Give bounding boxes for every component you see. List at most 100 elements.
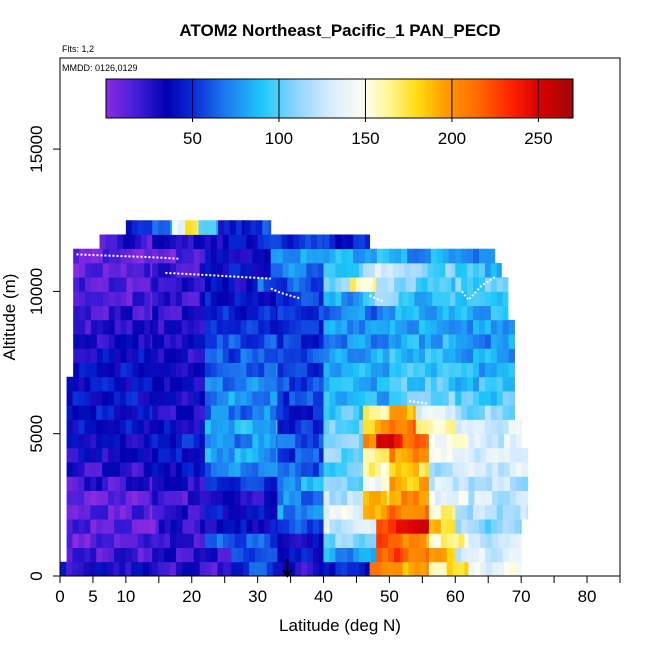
heatmap-cell xyxy=(276,447,278,463)
heatmap-cell xyxy=(386,262,394,278)
heatmap-cell xyxy=(96,433,103,449)
heatmap-cell xyxy=(442,362,450,378)
heatmap-cell xyxy=(204,319,212,335)
heatmap-cell xyxy=(216,277,224,292)
heatmap-cell xyxy=(335,490,342,506)
heatmap-cell xyxy=(119,419,127,435)
heatmap-cell xyxy=(228,376,235,392)
heatmap-cell xyxy=(335,348,342,363)
heatmap-cell xyxy=(102,334,110,349)
heatmap-cell xyxy=(442,319,450,335)
heatmap-cell xyxy=(181,490,189,506)
heatmap-cell xyxy=(388,319,390,335)
heatmap-cell xyxy=(335,462,342,477)
heatmap-cell xyxy=(131,561,138,576)
heatmap-cell xyxy=(323,561,330,576)
heatmap-cell xyxy=(363,476,370,492)
heatmap-cell xyxy=(341,362,348,378)
heatmap-cell xyxy=(216,334,224,349)
heatmap-cell xyxy=(258,376,265,392)
heatmap-cell xyxy=(170,519,178,534)
heatmap-cell xyxy=(504,447,511,463)
heatmap-cell xyxy=(473,405,480,420)
heatmap-cell xyxy=(458,490,465,506)
heatmap-cell xyxy=(312,319,320,335)
heatmap-cell xyxy=(504,433,511,449)
heatmap-cell xyxy=(96,305,104,321)
heatmap-cell xyxy=(258,319,265,335)
heatmap-cell xyxy=(210,334,218,349)
heatmap-cell xyxy=(312,504,320,520)
heatmap-cell xyxy=(146,234,153,250)
heatmap-cell xyxy=(359,433,364,449)
heatmap-cell xyxy=(158,277,165,292)
heatmap-cell xyxy=(73,348,80,363)
heatmap-cell xyxy=(347,376,354,392)
heatmap-cell xyxy=(295,547,302,563)
heatmap-cell xyxy=(388,547,395,563)
heatmap-cell xyxy=(78,419,85,435)
heatmap-cell xyxy=(90,519,97,534)
heatmap-cell xyxy=(341,291,348,307)
heatmap-cell xyxy=(246,519,253,534)
heatmap-cell xyxy=(365,248,372,264)
heatmap-cell xyxy=(228,447,235,463)
heatmap-cell xyxy=(187,362,195,378)
heatmap-cell xyxy=(335,547,342,563)
heatmap-cell xyxy=(329,405,336,420)
heatmap-cell xyxy=(413,348,420,363)
heatmap-cell xyxy=(246,433,253,449)
heatmap-cell xyxy=(341,348,348,363)
heatmap-cell xyxy=(210,376,218,392)
heatmap-cell xyxy=(240,447,247,463)
heatmap-cell xyxy=(407,419,414,435)
heatmap-cell xyxy=(158,391,165,406)
heatmap-cell xyxy=(216,433,224,449)
heatmap-cell xyxy=(152,504,159,520)
heatmap-cell xyxy=(368,447,376,463)
heatmap-cell xyxy=(318,547,324,563)
heatmap-cell xyxy=(401,504,408,520)
heatmap-cell xyxy=(73,291,80,307)
heatmap-cell xyxy=(301,462,308,477)
heatmap-cell xyxy=(521,476,529,492)
heatmap-cell xyxy=(258,419,265,435)
heatmap-cell xyxy=(323,234,330,250)
heatmap-cell xyxy=(125,476,133,492)
heatmap-cell xyxy=(90,447,97,463)
heatmap-cell xyxy=(301,405,308,420)
heatmap-cell xyxy=(329,476,336,492)
colorbar-tick-label: 250 xyxy=(524,129,552,148)
heatmap-cell xyxy=(222,334,230,349)
heatmap-cell xyxy=(480,490,487,506)
heatmap-cell xyxy=(181,447,189,463)
heatmap-cell xyxy=(370,248,378,264)
heatmap-cell xyxy=(347,319,354,335)
heatmap-cell xyxy=(193,447,201,463)
heatmap-cell xyxy=(504,490,511,506)
heatmap-cell xyxy=(301,305,308,321)
heatmap-cell xyxy=(108,419,115,435)
heatmap-cell xyxy=(295,519,302,534)
heatmap-cell xyxy=(426,291,433,307)
heatmap-cell xyxy=(191,220,198,235)
heatmap-cell xyxy=(353,490,360,506)
x-tick-label: 30 xyxy=(248,587,267,606)
heatmap-cell xyxy=(389,305,396,321)
heatmap-cell xyxy=(520,547,522,563)
heatmap-cell xyxy=(389,334,396,349)
heatmap-cell xyxy=(164,561,171,576)
heatmap-cell xyxy=(108,319,116,335)
heatmap-cell xyxy=(120,348,127,363)
heatmap-cell xyxy=(341,519,348,534)
heatmap-cell xyxy=(114,277,122,292)
heatmap-cell xyxy=(399,547,403,563)
heatmap-cell xyxy=(467,277,474,292)
heatmap-cell xyxy=(216,419,224,435)
heatmap-cell xyxy=(120,248,127,264)
heatmap-cell xyxy=(474,561,481,576)
heatmap-cell xyxy=(137,419,145,435)
heatmap-cell xyxy=(210,348,218,363)
flight-track xyxy=(270,287,301,300)
heatmap-cell xyxy=(181,291,189,307)
